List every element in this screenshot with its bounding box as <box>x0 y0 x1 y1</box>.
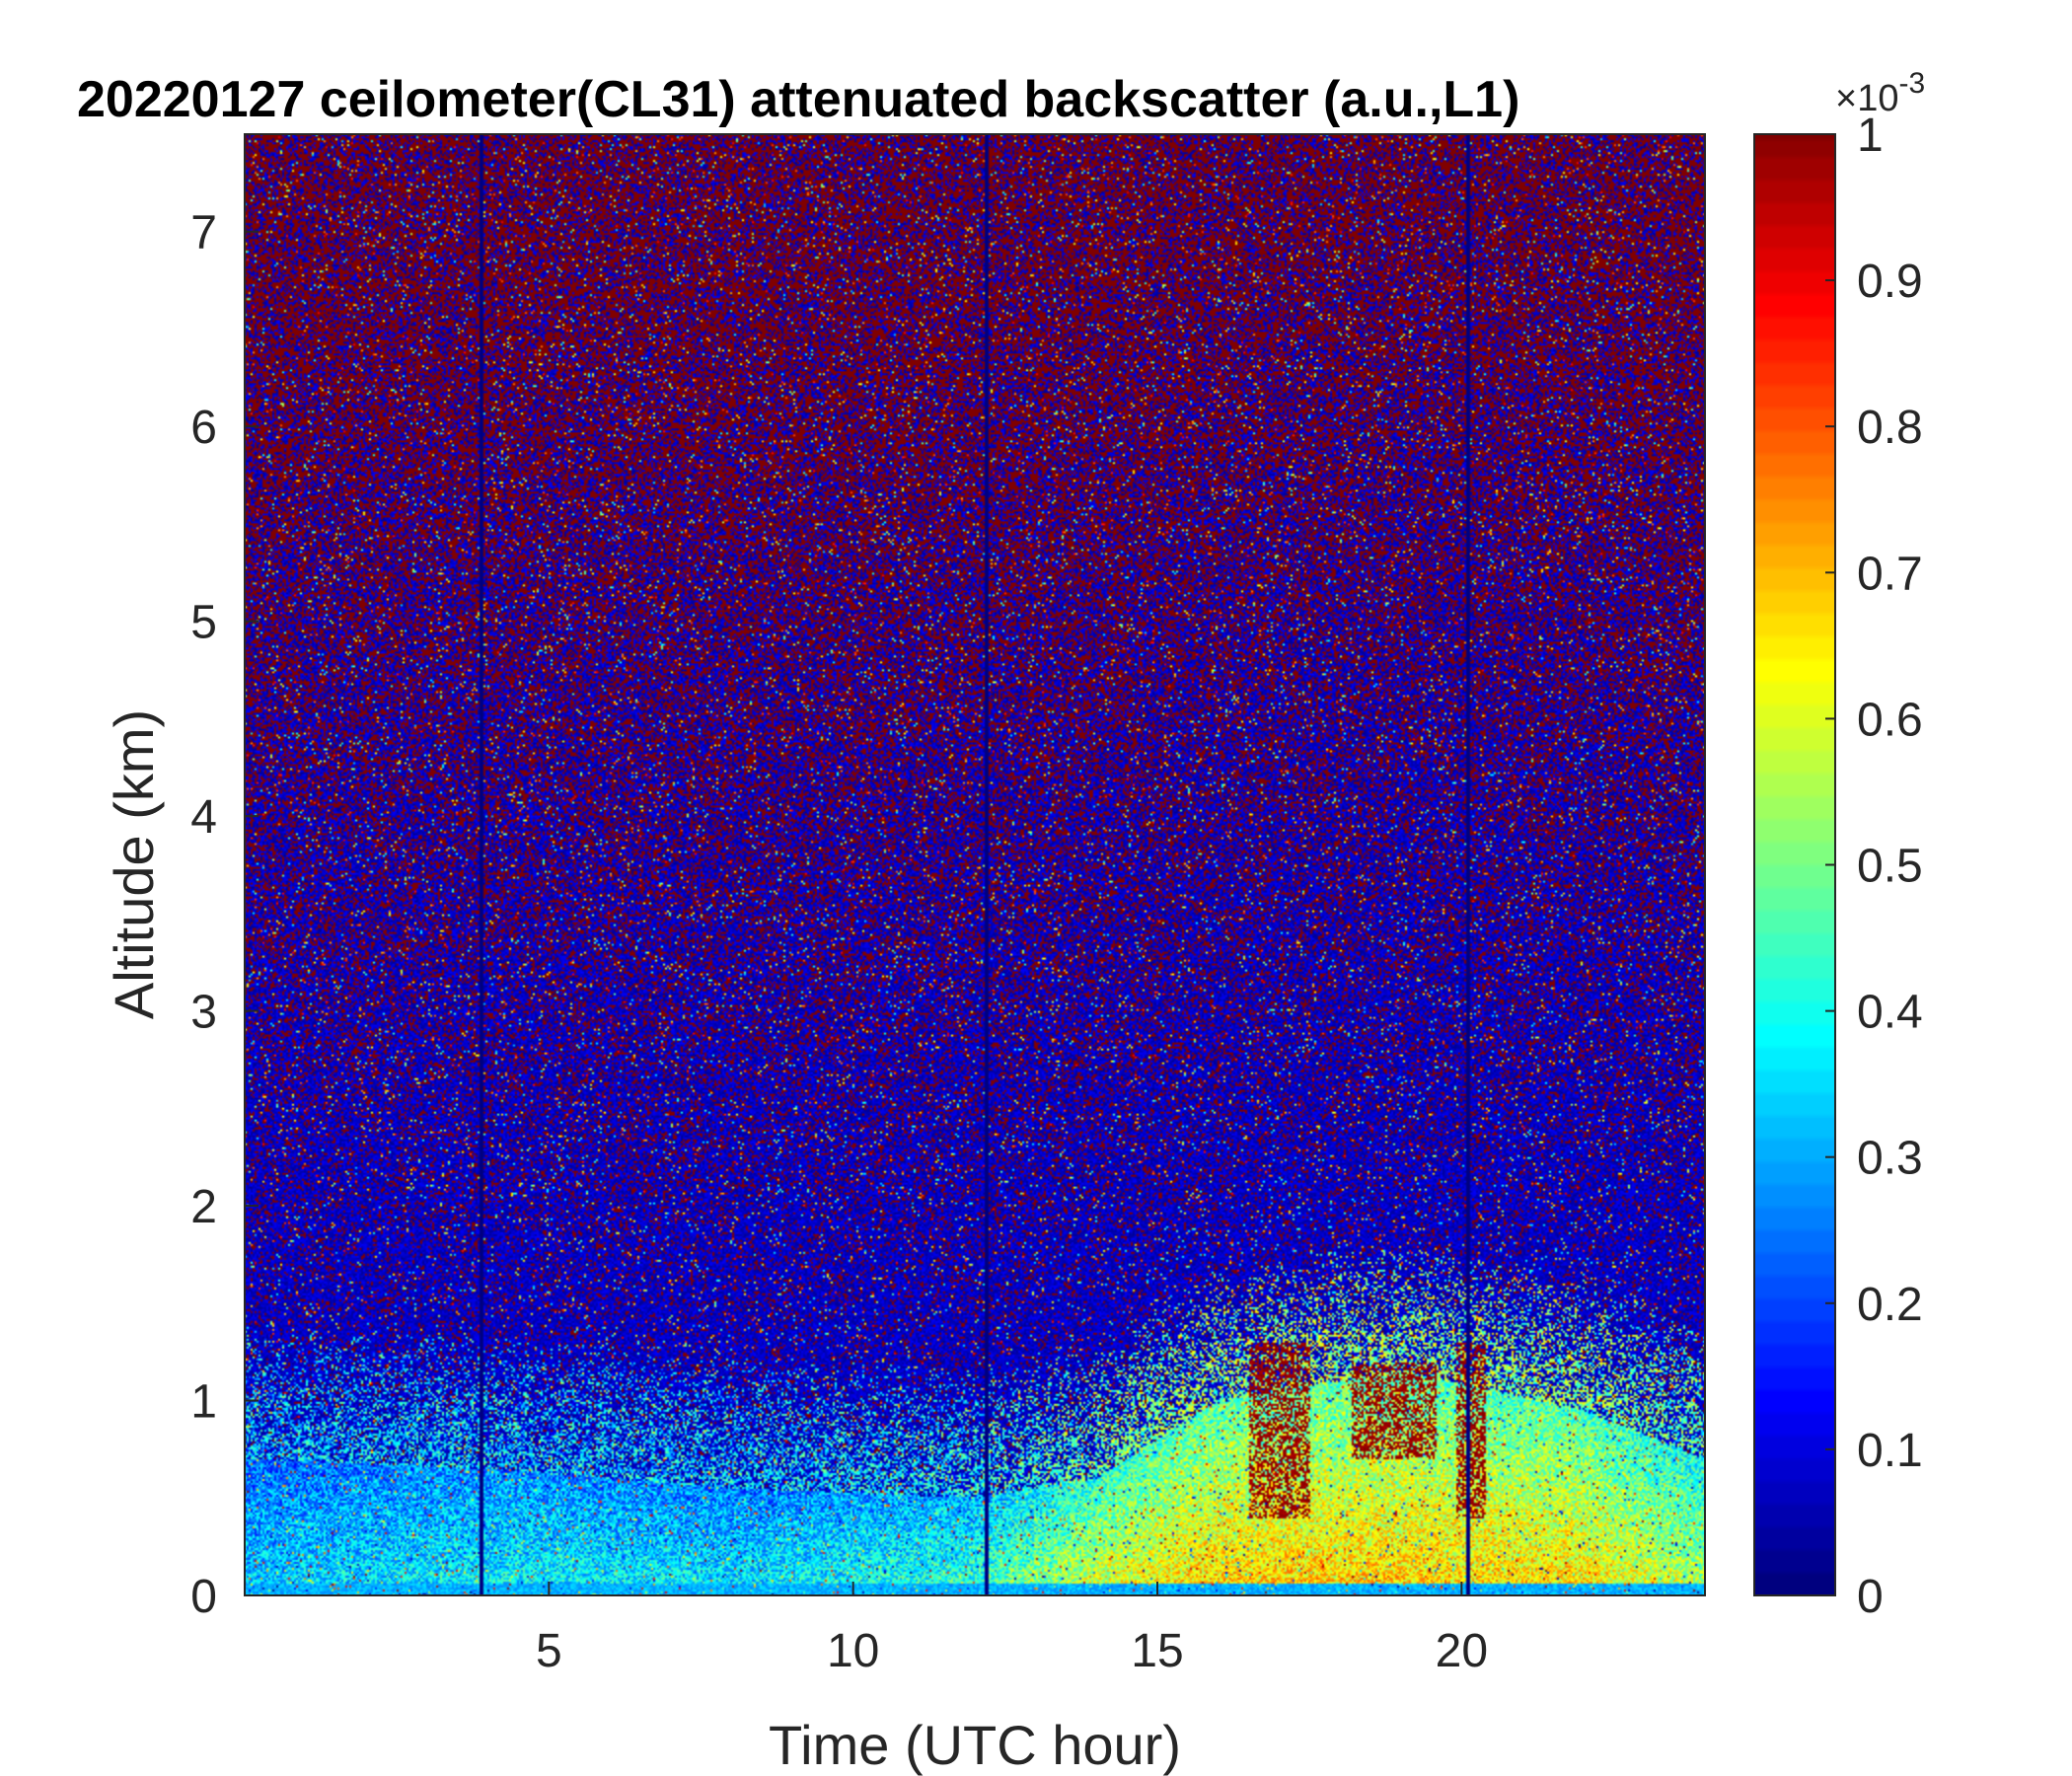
colorbar-tick-label: 0.6 <box>1857 694 1923 746</box>
colorbar-tick-label: 0.5 <box>1857 841 1923 893</box>
x-tick-label: 15 <box>1131 1625 1183 1677</box>
colorbar-tick-label: 0 <box>1857 1571 1884 1623</box>
colorbar-tick-label: 0.4 <box>1857 987 1923 1039</box>
y-tick-label: 5 <box>190 597 217 649</box>
colorbar-tick-label: 0.3 <box>1857 1133 1923 1185</box>
colorbar-tick-label: 0.7 <box>1857 548 1923 600</box>
exponent-base-text: ×10 <box>1835 78 1898 119</box>
colorbar-exponent: ×10-3 <box>1835 67 1925 119</box>
backscatter-heatmap <box>245 134 1705 1595</box>
x-tick-label: 20 <box>1436 1625 1488 1677</box>
y-tick-label: 7 <box>190 207 217 259</box>
y-tick-label: 3 <box>190 987 217 1039</box>
x-tick-label: 10 <box>827 1625 879 1677</box>
colorbar-ticks: 0 0.1 0.2 0.3 0.4 0.5 0.6 0.7 0.8 0.9 1 <box>1825 110 1923 1623</box>
chart-title: 20220127 ceilometer(CL31) attenuated bac… <box>77 71 1519 128</box>
y-tick-label: 6 <box>190 402 217 454</box>
colorbar-tick-label: 0.1 <box>1857 1425 1923 1477</box>
plot-frame <box>244 133 1706 1596</box>
x-axis-ticks: 5 10 15 20 <box>536 1582 1488 1677</box>
colorbar-tick-label: 0.9 <box>1857 256 1923 308</box>
y-tick-label: 4 <box>190 791 217 844</box>
y-tick-label: 2 <box>190 1181 217 1233</box>
x-tick-label: 5 <box>536 1625 562 1677</box>
colorbar-tick-label: 0.2 <box>1857 1279 1923 1331</box>
colorbar-tick-label: 1 <box>1857 110 1884 162</box>
y-axis-label: Altitude (km) <box>103 709 165 1019</box>
exponent-power-text: -3 <box>1898 67 1925 100</box>
y-tick-label: 1 <box>190 1376 217 1429</box>
colorbar <box>1754 134 1835 1595</box>
colorbar-tick-label: 0.8 <box>1857 402 1923 454</box>
x-axis-label: Time (UTC hour) <box>769 1714 1181 1776</box>
colorbar-frame <box>1753 133 1836 1596</box>
colorbar-exponent-base: ×10-3 <box>1835 67 1925 119</box>
y-tick-label: 0 <box>190 1571 217 1623</box>
y-axis-ticks: 0 1 2 3 4 5 6 7 <box>190 207 259 1623</box>
